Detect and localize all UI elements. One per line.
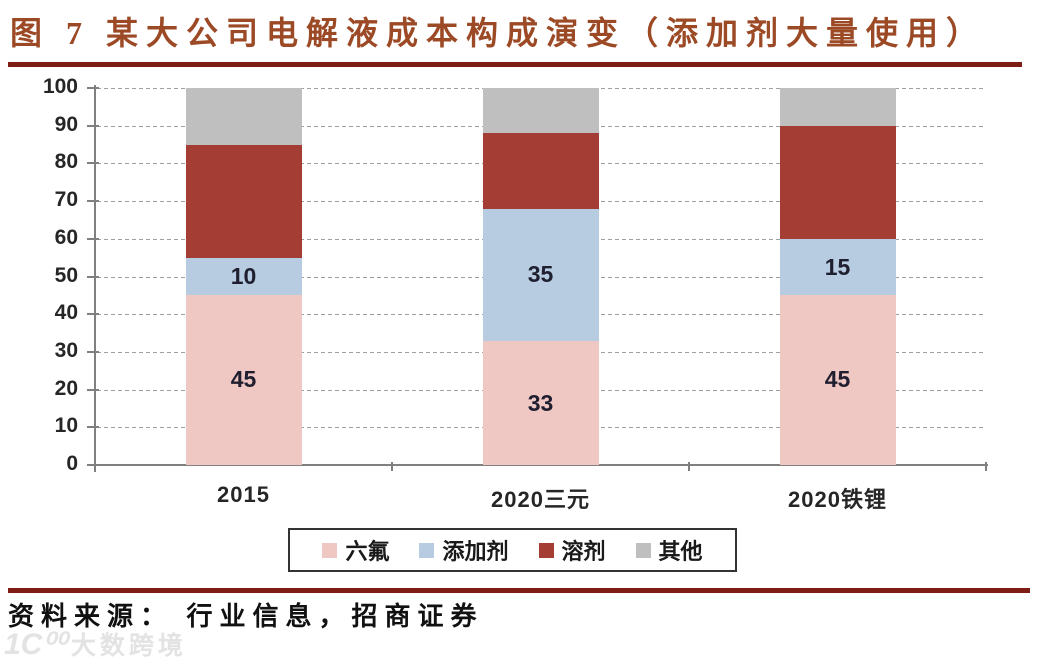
x-axis-category-label: 2020三元: [491, 487, 590, 512]
title-underline: [8, 62, 1022, 67]
bar-segment-溶剂: [482, 133, 599, 209]
y-axis-tick-label: 50: [54, 263, 78, 287]
bar-segment-其他: [185, 88, 302, 145]
y-axis-line: [94, 85, 96, 472]
bar-value-label: 45: [824, 366, 851, 393]
x-axis-category-label: 2015: [217, 482, 270, 507]
legend-swatch-blue: [419, 542, 435, 558]
bar-segment-添加剂: [779, 238, 896, 296]
bar-value-label: 45: [230, 366, 257, 393]
x-tick-mark: [391, 462, 393, 471]
legend-item-tianjiaji: 添加剂: [419, 534, 509, 566]
bar-segment-其他: [779, 88, 896, 126]
bar-segment-六氟: [779, 295, 896, 465]
bar-value-label: 35: [527, 260, 554, 287]
y-axis-tick-label: 40: [54, 301, 78, 325]
legend-label: 添加剂: [442, 539, 509, 564]
legend-item-liufu: 六氟: [322, 534, 389, 566]
watermark: 1C⁰⁰ 大数跨境: [4, 626, 187, 662]
y-axis-tick-label: 70: [54, 188, 78, 212]
x-axis-category-label: 2020铁锂: [788, 487, 887, 512]
bar-value-label: 15: [824, 253, 851, 280]
legend-label: 六氟: [345, 539, 390, 564]
bar-value-label: 33: [527, 389, 554, 416]
y-tick-mark: [87, 124, 99, 127]
x-tick-mark: [94, 462, 96, 471]
y-axis-tick-label: 60: [54, 225, 78, 249]
y-axis-tick-label: 10: [54, 414, 78, 438]
legend-swatch-red: [538, 542, 554, 558]
legend-swatch-pink: [322, 542, 338, 558]
x-axis-line: [94, 464, 988, 466]
y-tick-mark: [87, 200, 99, 203]
legend-label: 其他: [658, 539, 703, 564]
y-tick-mark: [87, 426, 99, 429]
y-tick-mark: [87, 350, 99, 353]
y-axis-tick-label: 90: [54, 112, 78, 136]
legend-label: 溶剂: [561, 539, 606, 564]
bar-segment-添加剂: [185, 257, 302, 296]
watermark-logo: 1C⁰⁰: [4, 628, 67, 661]
x-tick-mark: [985, 462, 987, 471]
y-tick-mark: [87, 464, 99, 466]
y-tick-mark: [87, 388, 99, 391]
y-axis-tick-label: 100: [42, 75, 78, 98]
legend-item-qita: 其他: [635, 534, 703, 566]
footer-rule: [8, 588, 1030, 593]
bar-segment-溶剂: [185, 144, 302, 258]
y-tick-mark: [87, 313, 99, 316]
legend-swatch-gray: [635, 542, 651, 558]
bar-segment-其他: [482, 88, 599, 134]
chart-legend: 六氟 添加剂 溶剂 其他: [288, 528, 737, 572]
bar-segment-六氟: [482, 340, 599, 465]
bar-value-label: 10: [230, 262, 257, 289]
bar-segment-六氟: [185, 295, 302, 465]
legend-item-rongji: 溶剂: [538, 534, 606, 566]
y-axis-tick-label: 80: [54, 150, 78, 174]
x-tick-mark: [688, 462, 690, 471]
source-note: 资料来源： 行业信息，招商证券: [8, 602, 484, 631]
y-axis-tick-label: 30: [54, 338, 78, 362]
y-axis-tick-label: 0: [66, 452, 78, 475]
y-tick-mark: [87, 275, 99, 278]
y-tick-mark: [87, 87, 99, 89]
y-tick-mark: [87, 162, 99, 165]
y-tick-mark: [87, 237, 99, 240]
watermark-text: 大数跨境: [70, 632, 187, 660]
figure-title: 图 7 某大公司电解液成本构成演变（添加剂大量使用）: [10, 15, 987, 51]
y-axis-tick-label: 20: [54, 376, 78, 400]
bar-segment-溶剂: [779, 125, 896, 239]
bar-segment-添加剂: [482, 208, 599, 341]
